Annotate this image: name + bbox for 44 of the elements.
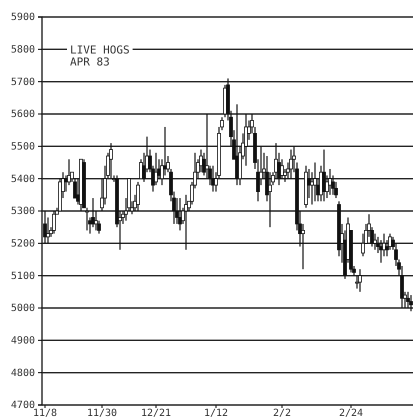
x-tick-label: 1/12 (204, 408, 228, 418)
candlestick (301, 223, 305, 270)
candlestick (400, 265, 404, 309)
candlestick (52, 210, 56, 234)
x-tick-label: 11/30 (86, 408, 118, 418)
y-tick-label: 5300 (10, 206, 35, 218)
x-tick-label: 12/21 (140, 408, 172, 418)
candlestick (85, 207, 89, 231)
y-tick-label: 5700 (10, 76, 35, 88)
y-tick-label: 4900 (10, 336, 35, 347)
candlestick (154, 152, 158, 186)
candlestick (46, 216, 50, 244)
candlestick (244, 113, 248, 166)
y-tick-label: 5800 (10, 44, 35, 56)
candlestick (268, 172, 272, 228)
candlestick (136, 181, 140, 212)
x-tick-label: 2/2 (272, 408, 292, 418)
y-tick-label: 5100 (10, 270, 35, 282)
candlestick (94, 210, 98, 231)
x-tick-label: 11/8 (32, 408, 58, 418)
x-tick-label: 2/24 (338, 408, 364, 418)
candlestick (373, 233, 377, 250)
y-tick-label: 4700 (10, 400, 35, 412)
y-tick-label: 5900 (10, 12, 35, 24)
candlestick (358, 268, 362, 292)
candlestick (178, 197, 182, 231)
candlestick (409, 294, 413, 312)
y-tick-label: 5200 (10, 238, 35, 250)
candlestick (184, 194, 188, 250)
y-tick-label: 4800 (10, 368, 35, 379)
text: APR 83 (70, 55, 110, 68)
candlestick (322, 148, 326, 202)
candlestick (109, 142, 113, 180)
y-tick-label: 5000 (10, 303, 35, 314)
y-tick-label: 5400 (10, 174, 35, 185)
candlestick (280, 158, 284, 180)
candlestick (406, 291, 410, 309)
text: LIVE HOGS (70, 43, 130, 56)
candlestick (361, 233, 365, 257)
candlestick (43, 210, 47, 244)
y-tick-label: 5600 (10, 109, 35, 120)
candlestick (313, 162, 317, 202)
candlestick (289, 148, 293, 180)
y-tick-label: 5500 (10, 142, 35, 153)
